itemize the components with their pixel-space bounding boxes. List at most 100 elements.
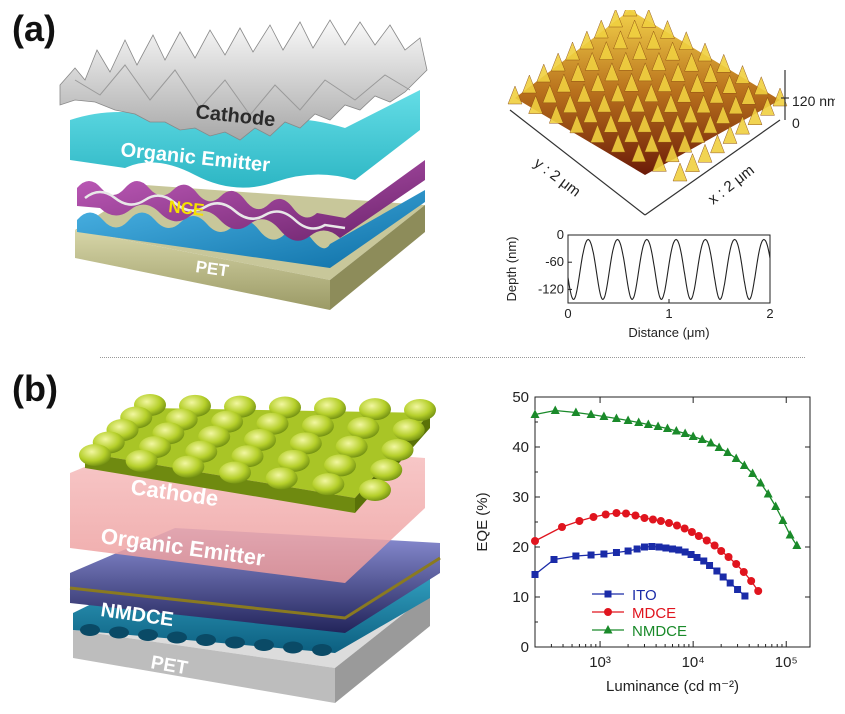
electrode-hole [80,624,100,636]
afm-peak [528,94,543,114]
afm-peak [678,31,694,50]
afm-peak [630,93,646,113]
eqe-point-nmdce [530,409,540,418]
afm-peak [728,95,744,115]
eqe-point-nmdce [550,405,560,414]
afm-surface: 120 nm 0 y : 2 μm x : 2 μm [507,10,835,216]
eqe-point-nmdce [792,540,802,549]
eqe-point-ito [719,573,727,581]
afm-peak [590,72,606,92]
cathode-dome [301,414,334,437]
afm-peak [624,72,639,92]
depth-profile-chart: 0 1 2 0 -60 -120 Distance (μm) Depth (nm) [504,227,774,340]
afm-peak [665,41,680,61]
eqe-point-nmdce [688,431,698,440]
afm-peak [697,42,713,62]
eqe-point-nmdce [571,407,581,416]
organic-emitter-layer-a [70,90,420,188]
cathode-dome [314,397,346,420]
afm-peak [579,30,595,50]
cathode-layer-a [59,19,428,141]
afm-peak [772,87,788,107]
electrode-hole [109,626,129,639]
eqe-point-ito [675,546,683,554]
afm-peak [548,104,564,124]
eqe-point-mdce [687,528,696,536]
afm-peak [722,74,737,94]
afm-peak [604,62,620,82]
eqe-point-nmdce [778,515,788,524]
eqe-point-mdce [640,514,649,522]
cathode-dome [265,467,298,490]
panel-b-label: (b) [12,368,58,409]
afm-height-bottom: 0 [792,115,800,131]
afm-peak [646,30,661,50]
eqe-y-label: EQE (%) [474,492,491,551]
eqe-point-nmdce [697,434,707,443]
afm-x-label: x : 2 μm [705,162,758,208]
cathode-dome [219,461,251,484]
afm-peak [696,94,711,114]
afm-peak [603,113,619,133]
afm-peak [631,143,647,162]
cathode-dome [269,396,301,419]
eqe-point-ito [612,549,620,556]
eqe-y-tick-label: 30 [512,489,529,506]
eqe-point-mdce [717,547,726,555]
legend-marker-nmdce [603,625,613,634]
eqe-point-nmdce [756,478,766,487]
afm-peak [569,114,585,134]
panel-a-label: (a) [12,8,56,49]
eqe-point-ito [687,551,695,558]
afm-peak [584,51,600,71]
afm-peak [657,123,673,143]
afm-peak [747,106,763,125]
eqe-point-ito [633,545,641,553]
depth-x-tick-label: 2 [766,306,773,321]
cathode-dome [381,439,414,461]
eqe-point-mdce [656,517,665,525]
eqe-y-tick-label: 40 [512,439,529,456]
electrode-hole [225,636,245,649]
eqe-point-ito [734,586,742,593]
afm-peak [617,103,632,123]
depth-x-tick-label: 0 [564,306,571,321]
eqe-point-nmdce [706,438,716,447]
eqe-point-ito [706,562,714,569]
electrode-hole [138,629,158,641]
afm-peak [542,84,558,104]
legend-label-mdce: MDCE [632,605,676,622]
afm-peak [710,134,725,154]
cathode-dome [172,455,205,478]
eqe-point-ito [640,543,648,551]
afm-axis-x [644,119,781,216]
eqe-point-ito [700,557,708,565]
afm-peak [618,51,634,71]
afm-peak [684,52,699,72]
eqe-luminance-chart: 0 10 20 30 40 50 10³ 10⁴ 10⁵ Luminance (cd m⁻²) EQ… [474,389,811,695]
eqe-point-ito [531,571,539,578]
eqe-point-mdce [754,587,763,595]
afm-peak [522,74,537,94]
eqe-point-mdce [557,523,566,531]
eqe-point-nmdce [643,419,653,428]
device-stack-b: Cathode Organic Emitter NMDCE PET [69,394,441,703]
eqe-point-mdce [694,532,703,540]
afm-peak [590,123,605,143]
electrode-hole [283,641,303,654]
eqe-point-mdce [622,509,631,518]
afm-peak [556,73,572,93]
afm-peak [670,113,686,133]
afm-peak [702,114,718,134]
cathode-dome [392,419,425,441]
legend-label-ito: ITO [632,587,657,604]
pet-label-a: PET [194,257,230,281]
cathode-dome [359,398,391,421]
eqe-point-nmdce [671,426,681,435]
afm-peak [583,103,598,123]
legend-marker-ito [604,590,612,598]
eqe-point-mdce [680,524,689,533]
nce-layer-a [77,160,425,241]
afm-peak [657,72,673,92]
electrode-hole [167,631,187,644]
